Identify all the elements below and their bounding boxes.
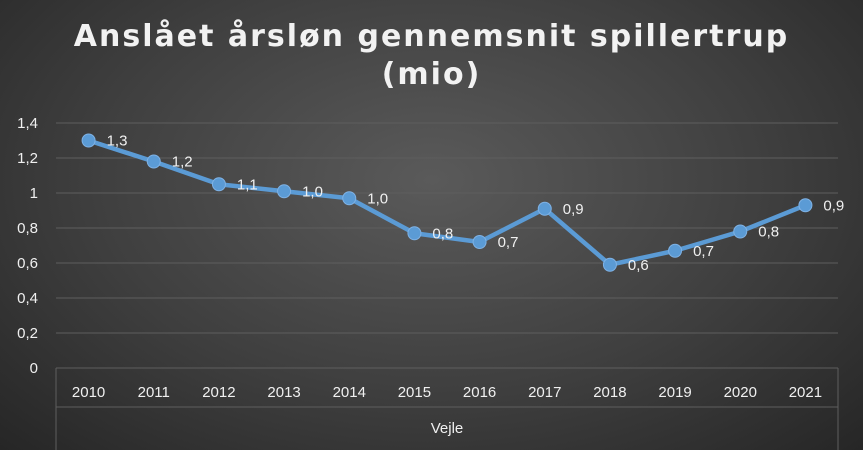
data-point — [81, 133, 96, 148]
y-tick-label: 0,8 — [17, 220, 38, 237]
x-tick-label: 2016 — [463, 384, 496, 401]
x-tick-label: 2014 — [333, 384, 366, 401]
data-point — [342, 191, 357, 206]
chart-title-line2: (mio) — [381, 57, 482, 92]
y-tick-label: 1,4 — [17, 115, 38, 132]
data-label: 1,1 — [237, 176, 258, 193]
data-point — [146, 154, 161, 169]
y-tick-label: 1 — [30, 185, 38, 202]
y-tick-label: 0,4 — [17, 290, 38, 307]
data-label: 1,3 — [107, 133, 128, 150]
data-label: 1,2 — [172, 154, 193, 171]
data-label: 1,0 — [302, 183, 323, 200]
x-tick-label: 2015 — [398, 384, 431, 401]
y-tick-label: 0,6 — [17, 255, 38, 272]
data-label: 0,7 — [498, 234, 519, 251]
x-tick-label: 2011 — [138, 384, 170, 401]
x-tick-label: 2021 — [789, 384, 822, 401]
data-point — [407, 226, 422, 241]
x-category-group-label: Vejle — [431, 420, 464, 437]
data-label: 1,0 — [367, 190, 388, 207]
chart-title: Anslået årsløn gennemsnit spillertrup (m… — [0, 18, 863, 94]
x-tick-label: 2020 — [724, 384, 757, 401]
y-tick-label: 0 — [30, 360, 38, 377]
series-line — [86, 138, 808, 267]
y-tick-label: 1,2 — [17, 150, 38, 167]
data-label: 0,9 — [563, 201, 584, 218]
data-point — [668, 243, 683, 258]
data-point — [472, 235, 487, 249]
x-tick-label: 2012 — [202, 384, 235, 401]
chart-title-line1: Anslået årsløn gennemsnit spillertrup — [73, 19, 790, 54]
data-point — [211, 177, 226, 192]
x-tick-label: 2010 — [72, 384, 105, 401]
data-point — [537, 201, 552, 216]
data-point — [798, 198, 813, 213]
data-point — [277, 184, 292, 199]
data-label: 0,6 — [628, 257, 649, 274]
x-tick-label: 2019 — [658, 384, 691, 401]
data-label: 0,7 — [693, 243, 714, 260]
data-label: 0,9 — [823, 197, 844, 214]
data-point — [602, 257, 617, 272]
y-tick-label: 0,2 — [17, 325, 38, 342]
x-tick-label: 2013 — [267, 384, 300, 401]
data-point — [733, 224, 748, 239]
data-label: 0,8 — [432, 225, 453, 242]
x-tick-label: 2018 — [593, 384, 626, 401]
data-label: 0,8 — [758, 224, 779, 241]
x-tick-label: 2017 — [528, 384, 561, 401]
